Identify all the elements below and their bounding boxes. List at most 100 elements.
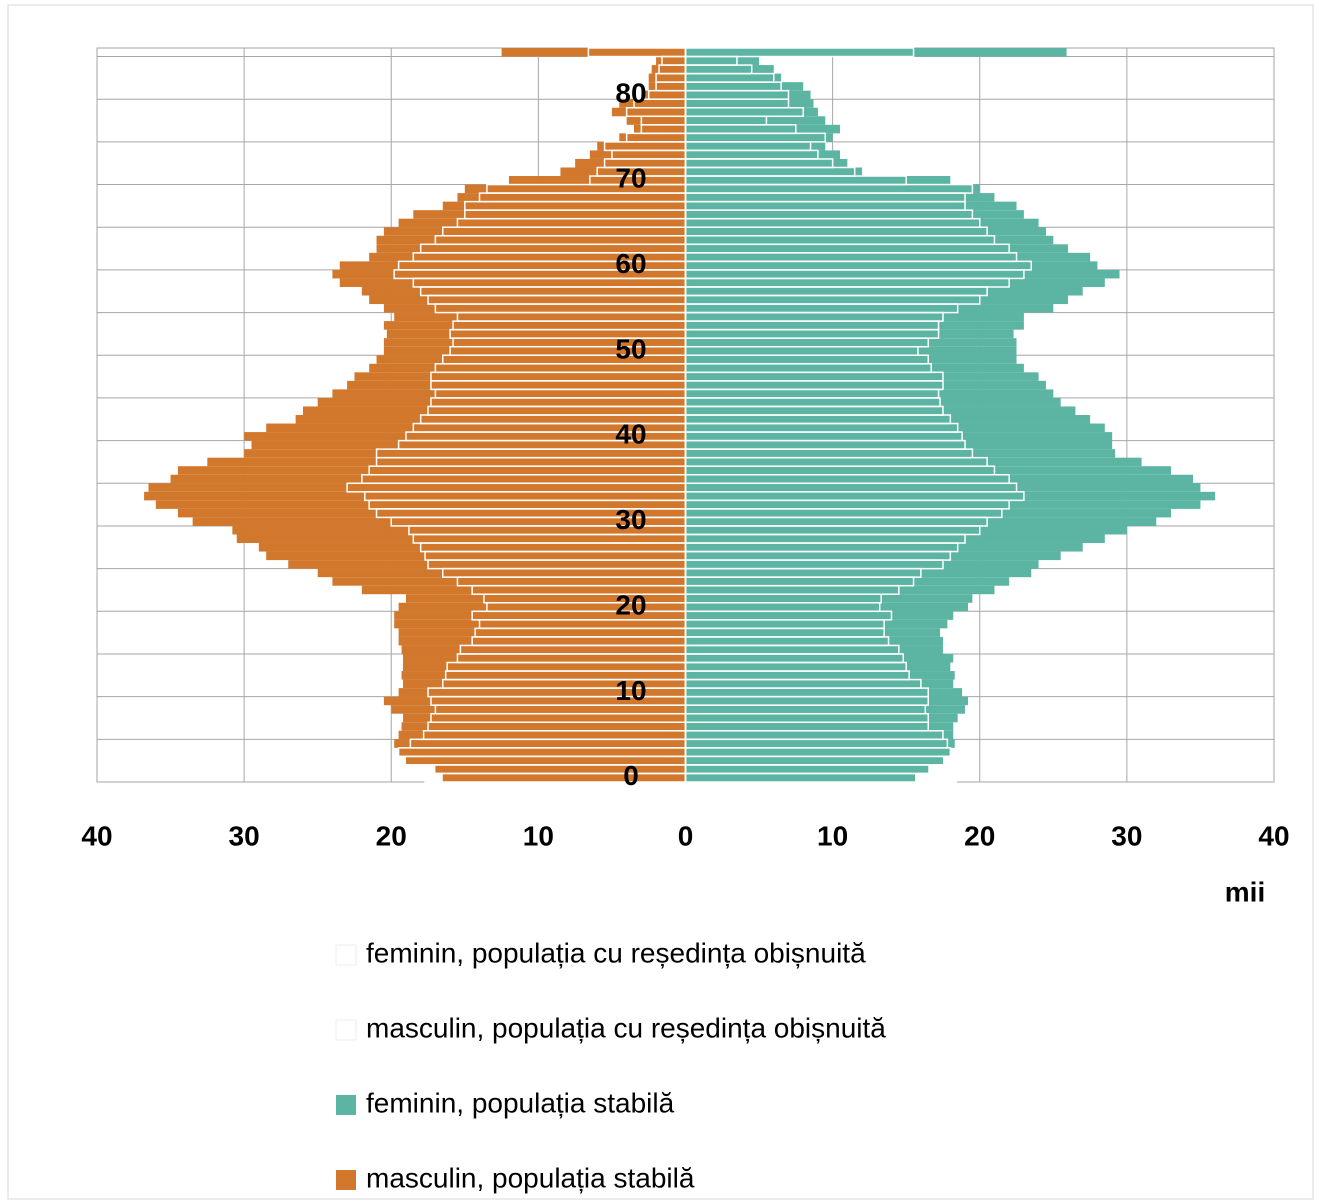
x-tick-label: 40 [1258,820,1289,851]
stable-bar [685,500,1201,509]
stable-bar [508,176,686,185]
stable-bar [685,406,1076,415]
stable-bar [685,167,863,177]
stable-bar [685,679,954,689]
stable-bar [685,133,833,142]
x-tick-label: 30 [229,820,260,851]
stable-bar [685,619,948,629]
legend-swatch [336,1170,356,1190]
stable-bar [405,594,686,603]
stable-bar [685,235,1054,245]
stable-bar [685,65,774,74]
stable-bar [369,252,686,262]
stable-bar [685,193,995,202]
stable-bar [177,508,686,518]
stable-bar [626,116,686,125]
legend-label: masculin, populația stabilă [366,1162,695,1193]
stable-bar [177,466,686,475]
stable-bar [685,329,1014,339]
stable-bar [148,483,686,492]
stable-bar [685,355,1017,364]
stable-bar [685,534,1105,544]
stable-bar [685,90,811,100]
stable-bar [369,295,686,305]
stable-bar [398,628,686,637]
stable-bar [685,773,916,782]
stable-bar [317,397,686,407]
stable-bar [501,48,686,57]
stable-bar [575,158,686,168]
stable-bar [685,551,1061,561]
stable-bar [685,218,1039,228]
stable-bar [207,457,686,467]
stable-bar [685,397,1061,407]
stable-bar [383,338,686,347]
stable-bar [611,107,686,117]
stable-bar [685,577,1010,586]
stable-bar [685,747,951,757]
stable-bar [685,158,848,168]
stable-bar [386,329,686,339]
stable-bar [442,201,686,211]
stable-bar [339,261,686,270]
chart-frame [7,4,1314,1200]
y-tick-label: 40 [615,419,646,450]
x-tick-label: 10 [523,820,554,851]
stable-bar [403,662,686,672]
stable-bar [457,193,686,202]
legend-label: feminin, populația cu reședința obișnuit… [366,937,866,968]
legend-label: feminin, populația stabilă [366,1087,675,1118]
stable-bar [685,150,840,159]
stable-bar [405,756,686,765]
stable-bar [685,261,1098,270]
stable-bar [685,116,826,125]
stable-bar [685,594,973,603]
x-axis-label: mii [1225,876,1265,907]
stable-bar [266,423,686,433]
stable-bar [361,286,686,296]
stable-bar [685,508,1172,518]
stable-bar [398,602,686,612]
stable-bar [376,235,686,245]
stable-bar [383,227,686,236]
legend-swatch [336,1095,356,1115]
stable-bar [685,210,1024,219]
stable-bar [354,372,686,381]
stable-bar [685,483,1201,492]
stable-bar [258,543,686,552]
stable-bar [641,90,686,100]
stable-bar [398,730,686,740]
stable-bar [685,636,943,646]
stable-bar [685,73,782,83]
stable-bar [685,713,958,723]
stable-bar [383,321,686,330]
stable-bar [685,543,1083,552]
x-tick-label: 20 [964,820,995,851]
stable-bar [332,389,686,398]
stable-bar [685,662,951,672]
stable-bar [656,56,686,66]
stable-bar [383,304,686,313]
stable-bar [394,611,686,620]
y-tick-label: 30 [615,504,646,535]
stable-bar [144,491,686,501]
y-tick-label: 20 [615,589,646,620]
stable-bar [332,269,686,279]
stable-bar [401,671,686,680]
stable-bar [394,619,686,629]
y-tick-label: 10 [615,675,646,706]
stable-bar [685,363,1024,373]
legend-label: masculin, populația cu reședința obișnui… [366,1012,886,1043]
stable-bar [651,65,686,74]
stable-bar [339,278,686,287]
stable-bar [685,176,951,185]
stable-bar [685,372,1039,381]
stable-bar [401,722,686,731]
stable-bar [685,671,955,680]
stable-bar [634,124,686,134]
stable-bar [403,653,686,663]
y-tick-label: 60 [615,248,646,279]
legend-swatch [335,944,357,966]
stable-bar [376,355,686,364]
stable-bar [232,525,686,535]
